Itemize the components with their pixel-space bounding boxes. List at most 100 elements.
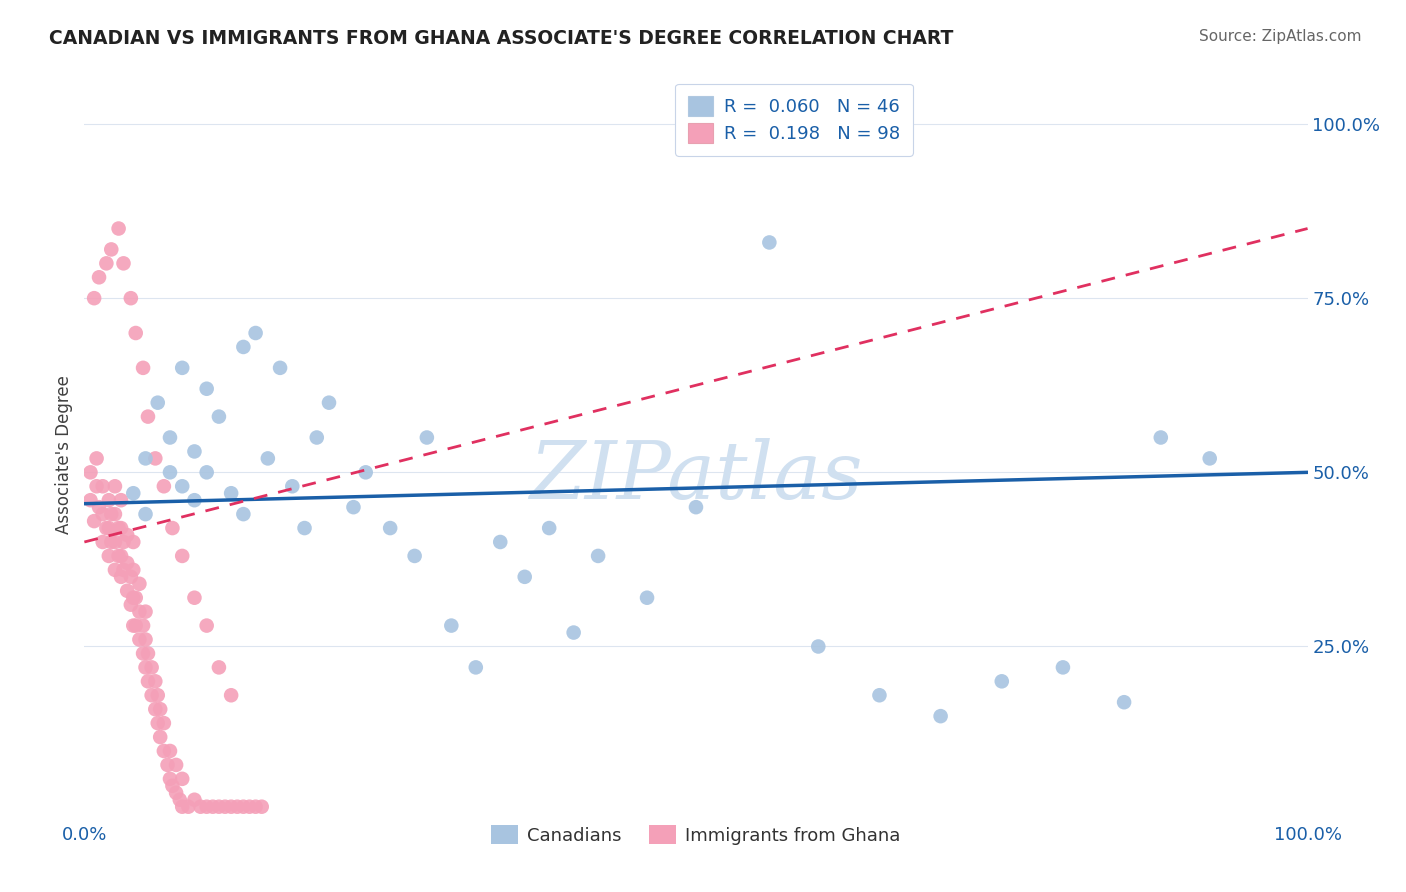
Point [104, 535, 127, 549]
Point [162, 521, 184, 535]
Point [183, 793, 205, 807]
Point [87, 500, 110, 515]
Point [149, 730, 172, 744]
Point [162, 779, 184, 793]
Point [107, 521, 129, 535]
Point [128, 632, 150, 647]
Text: Source: ZipAtlas.com: Source: ZipAtlas.com [1198, 29, 1361, 44]
Point [1150, 430, 1173, 444]
Point [269, 360, 291, 375]
Point [159, 772, 181, 786]
Point [146, 716, 169, 731]
Point [219, 486, 242, 500]
Point [513, 570, 536, 584]
Point [208, 660, 231, 674]
Point [208, 799, 231, 814]
Point [991, 674, 1014, 689]
Point [869, 688, 891, 702]
Point [107, 221, 129, 235]
Point [195, 618, 218, 632]
Point [1052, 660, 1074, 674]
Point [929, 709, 952, 723]
Point [135, 605, 157, 619]
Point [169, 793, 191, 807]
Point [112, 256, 135, 270]
Point [141, 688, 163, 702]
Point [245, 799, 267, 814]
Point [110, 570, 132, 584]
Point [86, 451, 108, 466]
Point [245, 326, 267, 340]
Point [489, 535, 512, 549]
Point [100, 535, 122, 549]
Point [159, 430, 181, 444]
Point [281, 479, 304, 493]
Point [177, 799, 200, 814]
Point [110, 521, 132, 535]
Point [586, 549, 609, 563]
Point [238, 799, 260, 814]
Point [219, 688, 242, 702]
Point [83, 291, 105, 305]
Point [143, 702, 166, 716]
Point [104, 507, 127, 521]
Point [122, 535, 145, 549]
Point [538, 521, 561, 535]
Point [318, 395, 340, 409]
Point [807, 640, 830, 654]
Point [294, 521, 316, 535]
Point [464, 660, 486, 674]
Point [100, 507, 122, 521]
Point [79, 493, 101, 508]
Point [120, 570, 142, 584]
Point [136, 674, 159, 689]
Point [562, 625, 585, 640]
Legend: Canadians, Immigrants from Ghana: Canadians, Immigrants from Ghana [484, 818, 908, 852]
Point [122, 618, 145, 632]
Point [125, 618, 148, 632]
Point [128, 605, 150, 619]
Point [104, 479, 127, 493]
Point [226, 799, 249, 814]
Point [115, 528, 138, 542]
Point [172, 360, 194, 375]
Point [758, 235, 780, 250]
Point [159, 466, 181, 480]
Point [636, 591, 658, 605]
Point [143, 674, 166, 689]
Text: ZIPatlas: ZIPatlas [529, 438, 863, 516]
Point [305, 430, 328, 444]
Point [172, 772, 194, 786]
Point [135, 632, 157, 647]
Point [195, 382, 218, 396]
Point [112, 563, 135, 577]
Point [97, 549, 120, 563]
Point [97, 521, 120, 535]
Point [115, 583, 138, 598]
Point [110, 493, 132, 508]
Point [100, 243, 122, 257]
Point [91, 507, 114, 521]
Point [135, 507, 157, 521]
Point [172, 549, 194, 563]
Point [83, 514, 105, 528]
Point [250, 799, 273, 814]
Point [122, 486, 145, 500]
Point [141, 660, 163, 674]
Point [110, 549, 132, 563]
Y-axis label: Associate's Degree: Associate's Degree [55, 376, 73, 534]
Point [87, 270, 110, 285]
Point [208, 409, 231, 424]
Point [257, 451, 280, 466]
Point [91, 479, 114, 493]
Point [153, 479, 176, 493]
Point [97, 493, 120, 508]
Point [86, 479, 108, 493]
Point [112, 535, 135, 549]
Point [122, 591, 145, 605]
Point [132, 647, 155, 661]
Point [172, 799, 194, 814]
Point [115, 556, 138, 570]
Point [440, 618, 463, 632]
Point [146, 395, 169, 409]
